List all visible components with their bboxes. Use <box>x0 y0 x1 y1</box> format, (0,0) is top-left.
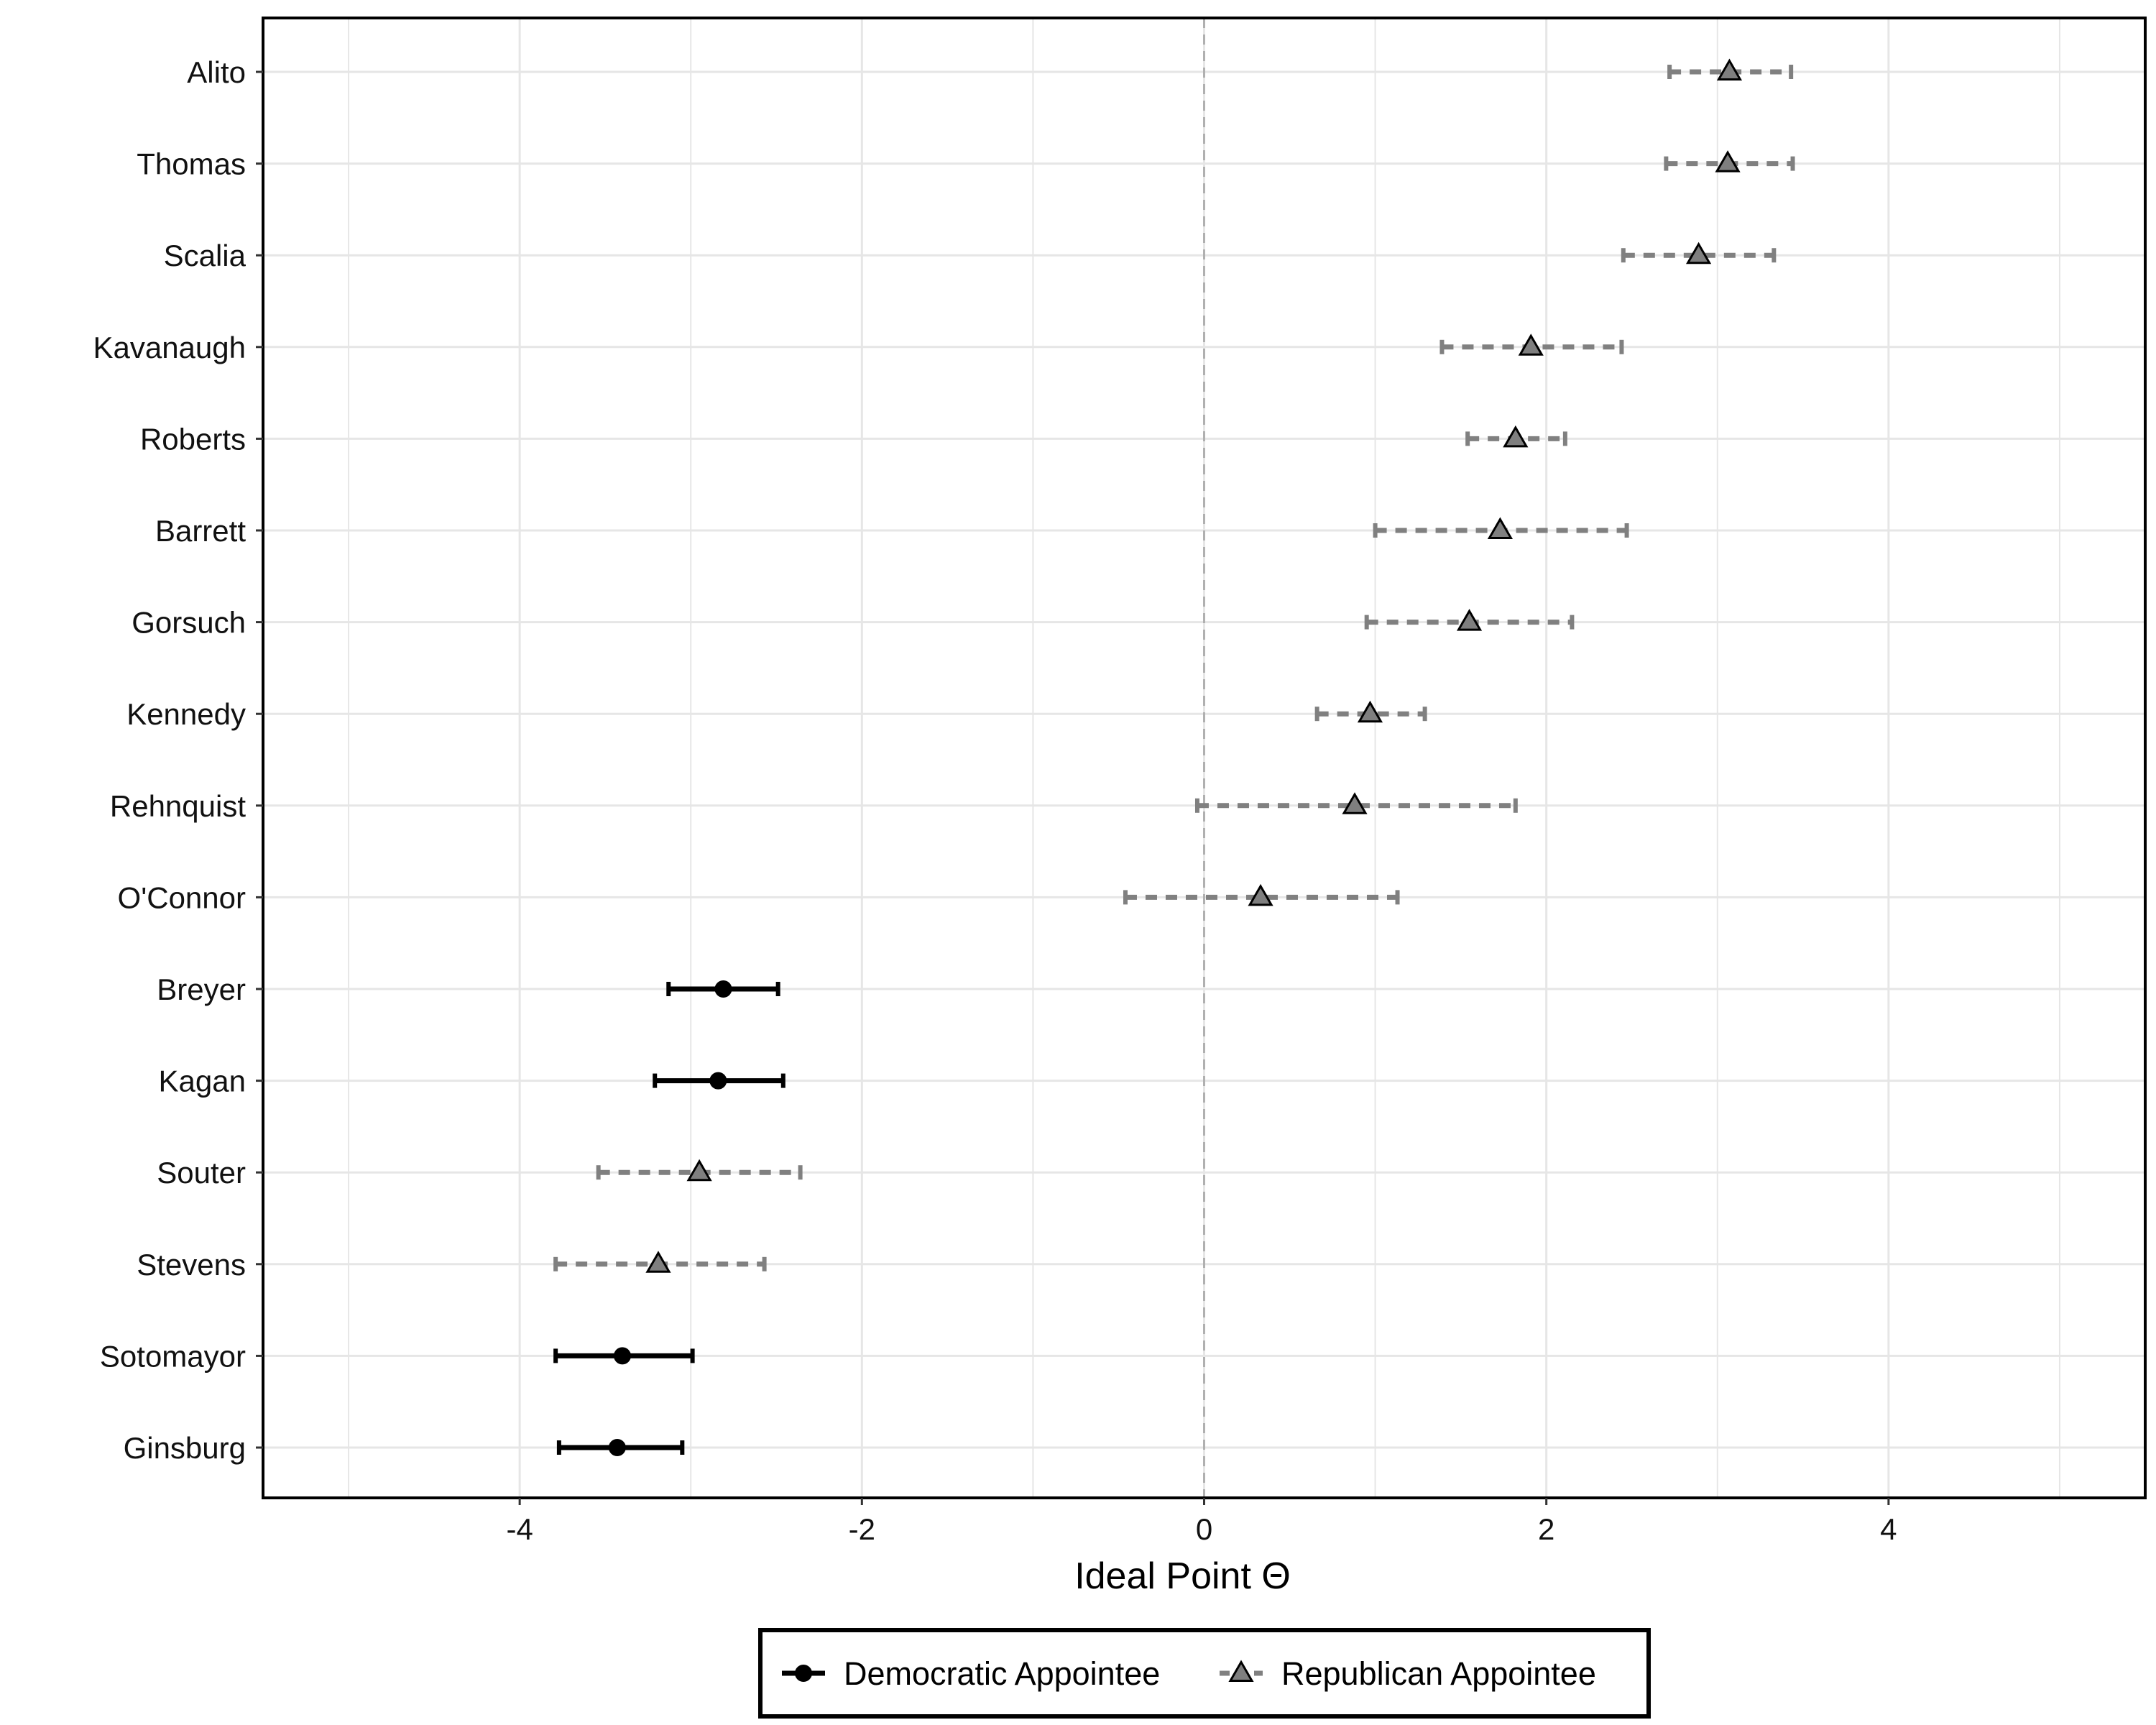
marks <box>553 58 1795 1456</box>
justice-estimate <box>1439 334 1624 356</box>
y-tick-label: Stevens <box>137 1248 246 1282</box>
justice-estimate <box>1314 700 1427 723</box>
point-marker-triangle <box>686 1159 712 1182</box>
y-tick-label: Rehnquist <box>110 789 246 823</box>
point-marker-triangle <box>1685 242 1712 264</box>
y-tick-label: Alito <box>187 55 246 89</box>
y-tick-label: Kavanaugh <box>93 331 246 364</box>
point-marker-circle <box>714 980 732 998</box>
y-tick-labels: Alito Thomas Scalia Kavanaugh Roberts Barrett… <box>93 55 263 1465</box>
justice-estimate <box>1364 609 1575 631</box>
point-marker-circle <box>608 1439 626 1456</box>
x-tick-labels: -4 -2 0 2 4 <box>506 1498 1897 1546</box>
justice-estimate <box>666 980 780 998</box>
legend-box <box>758 1628 1651 1719</box>
x-tick-label: -2 <box>849 1512 875 1546</box>
y-tick-label: Souter <box>157 1156 246 1190</box>
x-tick-label: 0 <box>1196 1512 1212 1546</box>
y-tick-label: Ginsburg <box>124 1431 246 1465</box>
legend-label: Democratic Appointee <box>844 1655 1160 1692</box>
legend-item: Democratic Appointee <box>782 1655 1160 1692</box>
justice-estimate <box>653 1072 786 1090</box>
y-tick-label: Roberts <box>140 422 246 456</box>
justice-estimate <box>1465 425 1567 448</box>
point-marker-triangle <box>1715 150 1741 172</box>
justice-estimate <box>1621 242 1777 264</box>
point-marker-triangle <box>645 1251 671 1273</box>
point-marker-triangle <box>1487 517 1513 539</box>
justice-estimate <box>1667 58 1794 80</box>
point-marker-triangle <box>1342 792 1368 814</box>
x-tick-label: 4 <box>1880 1512 1897 1546</box>
point-marker-circle <box>613 1347 631 1365</box>
point-marker-triangle <box>1716 58 1743 80</box>
point-marker-triangle <box>1503 425 1529 448</box>
y-tick-label: Gorsuch <box>132 606 246 640</box>
justice-estimate <box>1123 883 1400 906</box>
justice-estimate <box>1194 792 1518 814</box>
justice-estimate <box>1373 517 1629 539</box>
legend-item: Republican Appointee <box>1220 1655 1596 1692</box>
legend: Democratic Appointee Republican Appointee <box>758 1628 1651 1719</box>
justice-estimate <box>553 1251 767 1273</box>
point-marker-triangle <box>1456 609 1483 631</box>
justice-estimate <box>1664 150 1795 172</box>
x-axis-title: Ideal Point Θ <box>1074 1555 1291 1597</box>
point-marker-triangle <box>1248 883 1273 906</box>
justice-estimate <box>553 1347 695 1365</box>
justice-estimate <box>596 1159 803 1182</box>
point-marker-triangle <box>1518 334 1544 356</box>
y-tick-label: Scalia <box>164 239 247 272</box>
y-tick-label: O'Connor <box>118 880 246 914</box>
y-tick-label: Kennedy <box>126 697 246 731</box>
x-tick-label: 2 <box>1538 1512 1554 1546</box>
y-tick-label: Breyer <box>157 972 246 1006</box>
y-tick-label: Kagan <box>159 1064 246 1098</box>
y-tick-label: Sotomayor <box>100 1339 246 1373</box>
legend-items: Democratic Appointee Republican Appointee <box>782 1655 1596 1692</box>
y-tick-label: Thomas <box>137 147 246 181</box>
point-marker-triangle <box>1357 700 1383 723</box>
point-marker-circle <box>709 1072 727 1090</box>
legend-circle-marker <box>795 1665 812 1682</box>
justice-estimate <box>556 1439 685 1456</box>
x-tick-label: -4 <box>506 1512 533 1546</box>
legend-label: Republican Appointee <box>1281 1655 1596 1692</box>
legend-triangle-marker <box>1228 1660 1254 1682</box>
y-tick-label: Barrett <box>155 514 246 548</box>
